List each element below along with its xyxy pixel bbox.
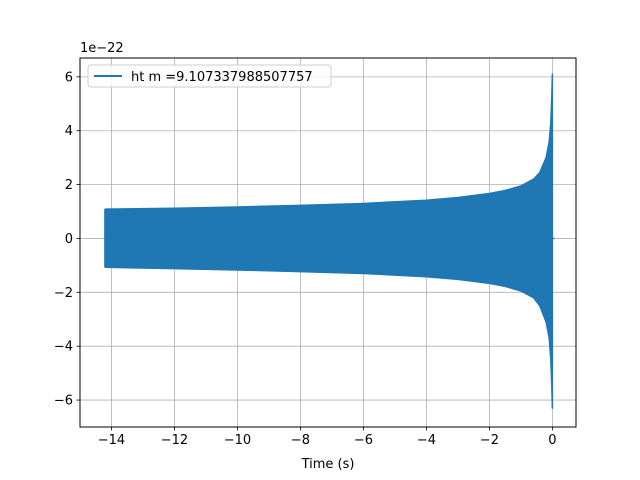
x-tick-label: −8 [291, 433, 310, 448]
x-tick-label: −2 [480, 433, 499, 448]
legend-label: ht m =9.107337988507757 [131, 70, 313, 85]
x-tick-label: −4 [417, 433, 436, 448]
plot-frame [79, 57, 577, 428]
x-axis: −14 −12 −10 −8 −6 −4 −2 0 [98, 427, 557, 448]
y-tick-label: −4 [54, 340, 73, 355]
y-tick-label: −2 [54, 286, 73, 301]
y-tick-label: 0 [65, 232, 73, 247]
x-tick-label: −12 [161, 433, 188, 448]
y-axis-offset-label: 1e−22 [80, 41, 124, 56]
y-tick-label: −6 [54, 394, 73, 409]
legend: ht m =9.107337988507757 [87, 64, 332, 88]
x-tick-label: −14 [98, 433, 125, 448]
y-axis: −6 −4 −2 0 2 4 6 [54, 70, 80, 409]
x-tick-label: −10 [224, 433, 251, 448]
y-tick-label: 2 [65, 178, 73, 193]
x-tick-label: 0 [548, 433, 556, 448]
x-axis-label: Time (s) [301, 457, 355, 472]
series-waveform [104, 73, 554, 409]
legend-box [87, 64, 332, 88]
x-tick-label: −6 [354, 433, 373, 448]
y-tick-label: 4 [65, 124, 73, 139]
series-layer [104, 73, 555, 409]
y-tick-label: 6 [65, 70, 73, 85]
